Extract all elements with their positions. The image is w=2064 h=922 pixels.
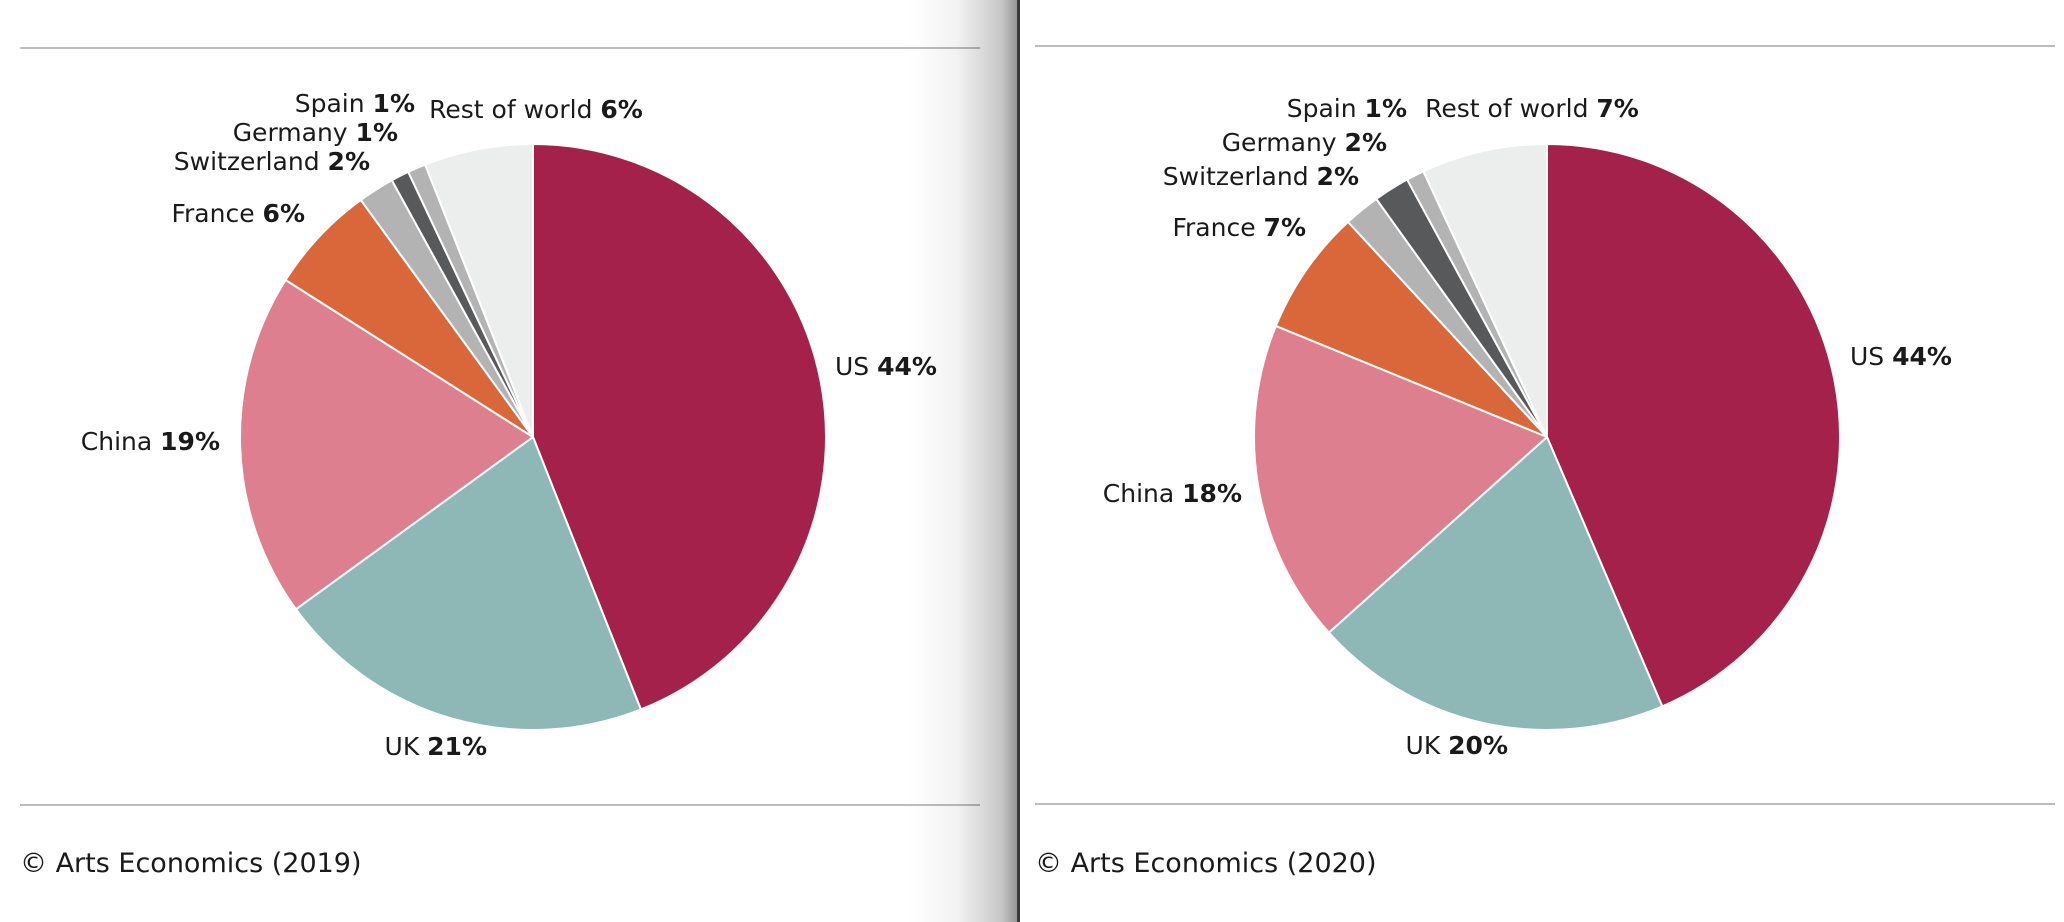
pie-slice-uk — [294, 436, 642, 731]
source-credit: © Arts Economics (2019) — [20, 848, 362, 879]
slice-label-uk: UK 20% — [1406, 731, 1508, 760]
bottom-rule — [1035, 803, 2055, 805]
right-page: US 44% UK 20% China 18% France 7% Switzerlan… — [1020, 0, 2064, 922]
slice-label-spain: Spain 1% — [1287, 94, 1407, 123]
bottom-rule — [20, 804, 980, 806]
slice-label-spain: Spain 1% — [295, 89, 415, 118]
pie-slice-us — [1546, 143, 1841, 708]
pie-slice-uk — [1327, 436, 1664, 731]
pie-slice-rest-of-world — [424, 143, 534, 438]
pie-slice-rest-of-world — [1422, 143, 1548, 438]
pie-slice-france — [1274, 220, 1548, 438]
slice-label-china: China 19% — [81, 427, 220, 456]
slice-label-rest-of-world: Rest of world 7% — [1425, 94, 1639, 123]
slice-label-germany: Germany 1% — [233, 118, 398, 147]
source-credit: © Arts Economics (2020) — [1035, 848, 1377, 879]
slice-label-china: China 18% — [1103, 479, 1242, 508]
slice-label-switzerland: Switzerland 2% — [174, 147, 370, 176]
slice-label-us: US 44% — [1850, 342, 1952, 371]
pie-chart-2019: US 44% UK 21% China 19% France 6% Switzerlan… — [81, 89, 937, 761]
pie-slice-us — [532, 143, 827, 711]
pie-slice-china — [239, 279, 534, 611]
slice-label-rest-of-world: Rest of world 6% — [429, 95, 643, 124]
page-spine — [1017, 0, 1020, 922]
pie-chart-2020: US 44% UK 20% China 18% France 7% Switzerlan… — [1103, 94, 1952, 760]
pie-slice-china — [1253, 324, 1548, 634]
slice-label-france: France 6% — [171, 199, 305, 228]
top-rule — [20, 47, 980, 49]
slice-label-germany: Germany 2% — [1222, 128, 1387, 157]
slice-label-france: France 7% — [1172, 213, 1306, 242]
left-page: US 44% UK 21% China 19% France 6% Switzerlan… — [0, 0, 1018, 922]
slice-label-switzerland: Switzerland 2% — [1163, 162, 1359, 191]
page-fold-shadow — [908, 0, 1018, 922]
top-rule — [1035, 45, 2055, 47]
slice-label-us: US 44% — [835, 352, 937, 381]
slice-label-uk: UK 21% — [385, 732, 487, 761]
